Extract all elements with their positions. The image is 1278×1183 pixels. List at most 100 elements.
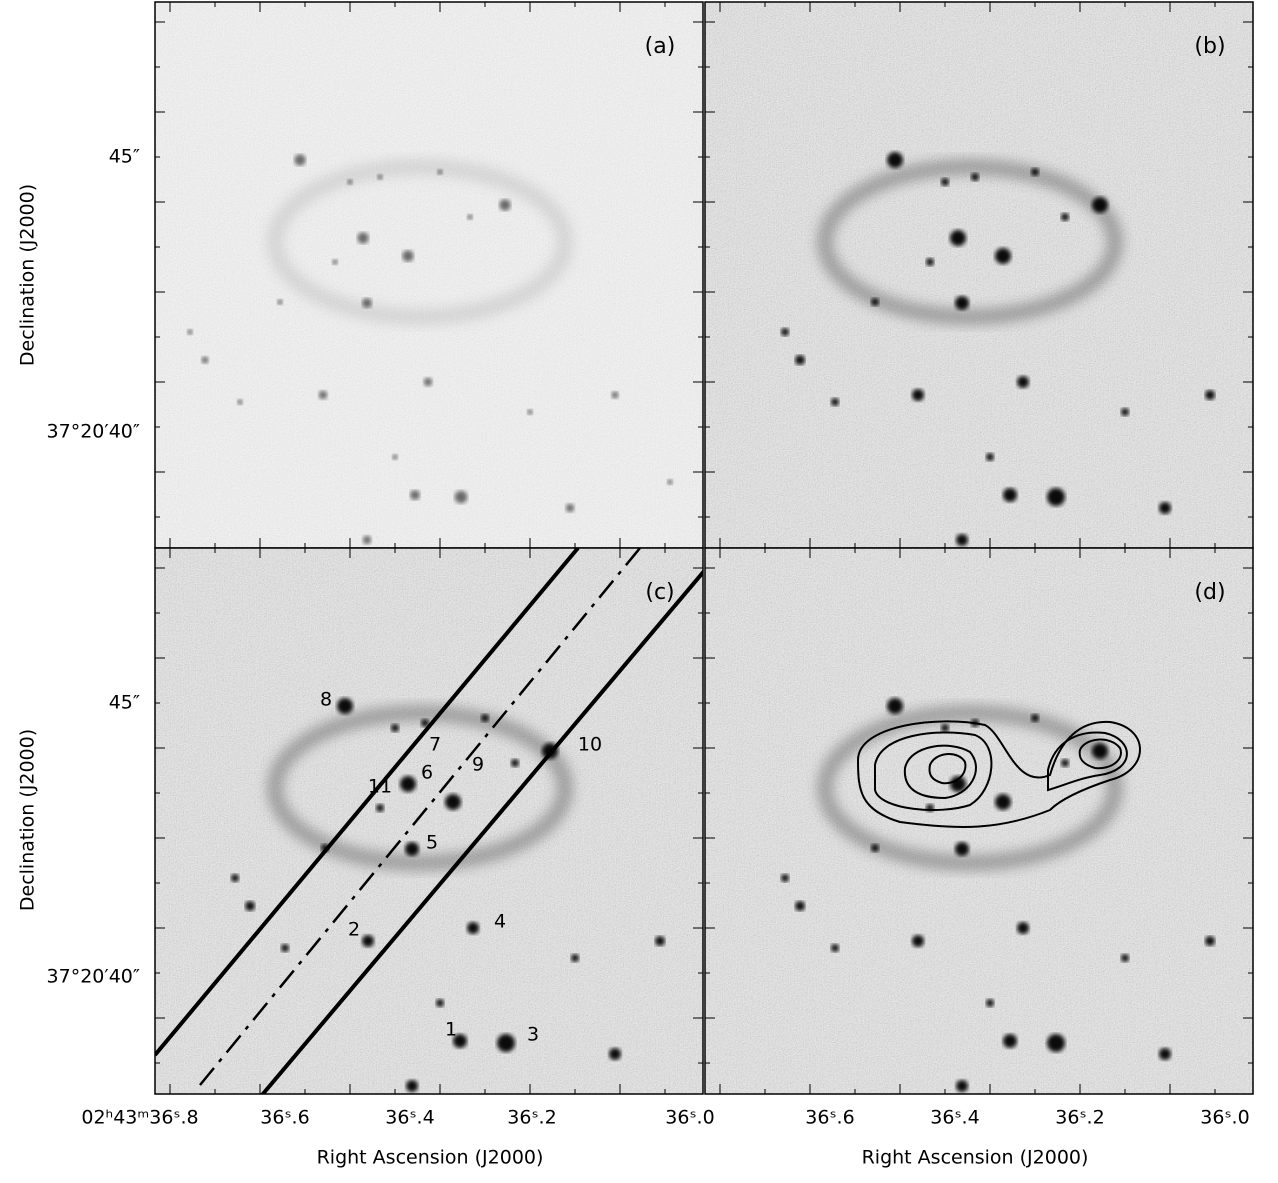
star	[887, 698, 903, 714]
panel-label: (a)	[645, 34, 676, 59]
star	[392, 454, 398, 460]
star	[1159, 502, 1171, 514]
star	[332, 259, 338, 265]
star	[294, 154, 306, 166]
star	[402, 250, 414, 262]
star	[391, 724, 399, 732]
star	[995, 794, 1011, 810]
star	[1061, 213, 1069, 221]
star	[410, 490, 420, 500]
x-tick-label: 36ˢ.4	[930, 1107, 979, 1129]
x-tick-label: 36ˢ.2	[1055, 1107, 1104, 1129]
slit-edge	[155, 548, 580, 1057]
star	[499, 199, 511, 211]
star	[245, 901, 255, 911]
star-marker: 2	[348, 919, 360, 941]
star	[405, 842, 419, 856]
star	[912, 935, 924, 947]
noise	[155, 548, 703, 1094]
panel	[155, 2, 703, 548]
star	[337, 698, 353, 714]
star	[655, 936, 665, 946]
star	[437, 169, 443, 175]
star	[795, 355, 805, 365]
star	[362, 535, 372, 545]
contour	[856, 720, 1141, 828]
star	[667, 479, 673, 485]
star	[565, 503, 575, 513]
x-tick-label: 36ˢ.0	[1200, 1107, 1249, 1129]
x-tick-label: 36ˢ.6	[260, 1107, 309, 1129]
star	[362, 298, 372, 308]
star	[971, 173, 979, 181]
star	[436, 999, 444, 1007]
contour	[903, 738, 1122, 800]
star	[950, 230, 966, 246]
star	[467, 922, 479, 934]
star-marker: 4	[494, 911, 506, 933]
star-marker: 5	[426, 832, 438, 854]
star	[527, 409, 533, 415]
star	[357, 232, 369, 244]
nebula-ring	[817, 159, 1123, 325]
star	[1031, 714, 1039, 722]
x-tick-label: 36ˢ.0	[665, 1107, 714, 1129]
star	[1092, 743, 1108, 759]
star-marker: 1	[445, 1019, 457, 1041]
star	[497, 1034, 515, 1052]
star	[1205, 936, 1215, 946]
star	[611, 391, 619, 399]
noise	[705, 2, 1253, 548]
slit-edge	[260, 569, 703, 1094]
x-tick-label: 02ʰ43ᵐ36ˢ.8	[81, 1107, 198, 1129]
star	[1121, 954, 1129, 962]
y-axis-title: Declination (J2000)	[17, 184, 39, 366]
noise	[705, 548, 1253, 1094]
star	[986, 453, 994, 461]
star	[956, 534, 968, 546]
contour	[874, 731, 1128, 811]
star	[941, 724, 949, 732]
star	[1047, 1034, 1065, 1052]
star	[318, 390, 328, 400]
panel-label: (c)	[645, 580, 674, 605]
star	[376, 804, 384, 812]
y-axis-title: Declination (J2000)	[17, 729, 39, 911]
star	[986, 999, 994, 1007]
star	[1261, 478, 1269, 486]
star	[237, 399, 243, 405]
x-tick-label: 36ˢ.2	[507, 1107, 556, 1129]
y-tick-label: 37°20′40″	[47, 421, 140, 443]
star	[781, 328, 789, 336]
star	[511, 759, 519, 767]
panel	[155, 548, 703, 1094]
star	[887, 152, 903, 168]
star	[281, 944, 289, 952]
star	[467, 214, 473, 220]
star	[277, 299, 283, 305]
star	[956, 1080, 968, 1092]
star	[406, 1080, 418, 1092]
star	[1047, 488, 1065, 506]
panel-frame	[704, 547, 1254, 1095]
star	[1061, 759, 1069, 767]
star	[941, 178, 949, 186]
star	[950, 776, 966, 792]
nebula-ring	[267, 705, 573, 871]
star-marker: 9	[472, 754, 484, 776]
star	[454, 490, 468, 504]
nebula-ring	[817, 705, 1123, 871]
star	[995, 248, 1011, 264]
panel-label: (d)	[1194, 580, 1225, 605]
star	[1159, 1048, 1171, 1060]
star	[831, 398, 839, 406]
star	[481, 714, 489, 722]
star	[231, 874, 239, 882]
star	[421, 719, 429, 727]
x-tick-label: 36ˢ.4	[385, 1107, 434, 1129]
star	[609, 1048, 621, 1060]
star-marker: 8	[320, 689, 332, 711]
star	[571, 954, 579, 962]
y-tick-label: 37°20′40″	[47, 966, 140, 988]
